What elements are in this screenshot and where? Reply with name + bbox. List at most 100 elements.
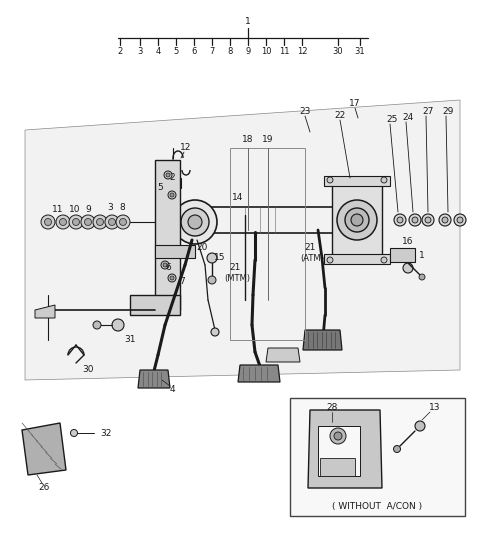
Circle shape (419, 274, 425, 280)
Polygon shape (324, 176, 390, 186)
Circle shape (327, 257, 333, 263)
Text: 29: 29 (442, 107, 454, 117)
Text: 27: 27 (422, 107, 434, 117)
Text: 3: 3 (107, 204, 113, 213)
Polygon shape (308, 410, 382, 488)
Polygon shape (35, 305, 55, 318)
Polygon shape (266, 348, 300, 362)
Text: 32: 32 (100, 429, 111, 437)
Polygon shape (22, 423, 66, 475)
Circle shape (345, 208, 369, 232)
Text: 6: 6 (192, 48, 197, 57)
Circle shape (112, 319, 124, 331)
Circle shape (439, 214, 451, 226)
Polygon shape (155, 160, 180, 310)
Text: 17: 17 (349, 99, 361, 109)
Text: 2: 2 (118, 48, 122, 57)
Text: 11: 11 (52, 206, 64, 214)
Text: 22: 22 (335, 111, 346, 120)
Text: 15: 15 (214, 253, 226, 262)
Text: 5: 5 (157, 184, 163, 192)
Polygon shape (332, 182, 382, 258)
Circle shape (211, 328, 219, 336)
Circle shape (381, 177, 387, 183)
Circle shape (330, 428, 346, 444)
Circle shape (415, 421, 425, 431)
Circle shape (60, 219, 67, 226)
Text: 19: 19 (262, 136, 274, 145)
Polygon shape (390, 248, 415, 262)
Text: 30: 30 (333, 48, 343, 57)
Circle shape (207, 253, 217, 263)
Circle shape (71, 429, 77, 436)
Text: 1: 1 (245, 17, 251, 26)
Text: 9: 9 (85, 206, 91, 214)
Text: 23: 23 (300, 107, 311, 117)
Circle shape (351, 214, 363, 226)
Text: 18: 18 (242, 136, 254, 145)
Bar (290, 398, 465, 516)
Text: 21: 21 (304, 244, 316, 253)
Circle shape (188, 215, 202, 229)
Circle shape (168, 274, 176, 282)
Polygon shape (25, 100, 460, 380)
Text: ( WITHOUT  A/CON ): ( WITHOUT A/CON ) (333, 503, 422, 511)
Circle shape (394, 446, 400, 453)
Text: 10: 10 (69, 206, 81, 214)
Circle shape (208, 276, 216, 284)
Circle shape (168, 191, 176, 199)
Text: 8: 8 (228, 48, 233, 57)
Text: 5: 5 (173, 48, 179, 57)
Text: 21: 21 (229, 264, 240, 273)
Circle shape (181, 208, 209, 236)
Text: 7: 7 (179, 278, 185, 287)
Text: 13: 13 (429, 403, 441, 413)
Circle shape (394, 214, 406, 226)
Circle shape (403, 263, 413, 273)
Text: 7: 7 (209, 48, 215, 57)
Circle shape (457, 217, 463, 223)
Text: 31: 31 (355, 48, 365, 57)
Polygon shape (318, 426, 360, 476)
Circle shape (422, 214, 434, 226)
Circle shape (334, 432, 342, 440)
Circle shape (173, 200, 217, 244)
Polygon shape (324, 254, 390, 264)
Polygon shape (320, 458, 355, 476)
Circle shape (161, 261, 169, 269)
Text: 10: 10 (261, 48, 271, 57)
Text: (ATM): (ATM) (300, 253, 324, 262)
Text: 6: 6 (165, 264, 171, 273)
Text: 12: 12 (180, 144, 192, 152)
Circle shape (56, 215, 70, 229)
Text: 25: 25 (386, 116, 398, 125)
Circle shape (337, 200, 377, 240)
Text: (MTM): (MTM) (224, 273, 250, 282)
Circle shape (120, 219, 127, 226)
Circle shape (425, 217, 431, 223)
Circle shape (164, 171, 172, 179)
Circle shape (170, 193, 174, 197)
Text: 16: 16 (402, 238, 414, 246)
Circle shape (84, 219, 92, 226)
Circle shape (69, 215, 83, 229)
Text: 8: 8 (119, 204, 125, 213)
Circle shape (116, 215, 130, 229)
Circle shape (170, 276, 174, 280)
Text: 4: 4 (169, 386, 175, 395)
Circle shape (105, 215, 119, 229)
Circle shape (442, 217, 448, 223)
Text: 2: 2 (169, 173, 175, 183)
Polygon shape (130, 295, 180, 315)
Circle shape (81, 215, 95, 229)
Circle shape (397, 217, 403, 223)
Polygon shape (303, 330, 342, 350)
Text: 9: 9 (245, 48, 251, 57)
Circle shape (163, 263, 167, 267)
Circle shape (93, 321, 101, 329)
Circle shape (41, 215, 55, 229)
Text: 20: 20 (196, 244, 208, 253)
Circle shape (96, 219, 104, 226)
Circle shape (108, 219, 116, 226)
Text: 31: 31 (124, 335, 136, 345)
